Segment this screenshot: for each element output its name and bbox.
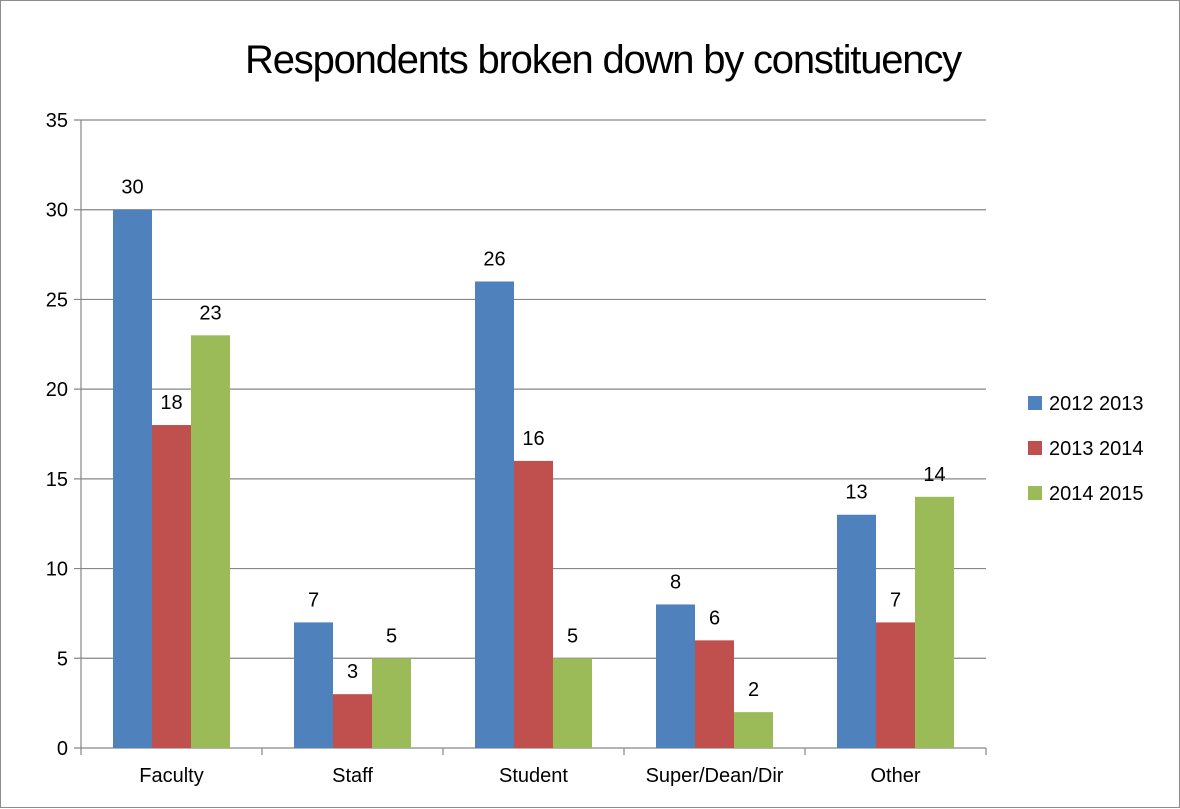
bar: [553, 658, 592, 748]
bar: [333, 694, 372, 748]
y-tick-label: 0: [57, 738, 68, 760]
bar: [656, 604, 695, 748]
data-label: 18: [160, 392, 182, 414]
bar: [695, 640, 734, 748]
bar: [191, 335, 230, 748]
data-label: 5: [386, 625, 397, 647]
x-tick-label: Super/Dean/Dir: [646, 765, 784, 787]
bar: [876, 622, 915, 748]
bar: [915, 496, 954, 748]
bars: [113, 209, 954, 748]
legend: 2012 2013 2013 2014 2014 2015: [1028, 393, 1144, 505]
y-tick-label: 5: [57, 648, 68, 670]
data-label: 13: [845, 482, 867, 504]
bar: [372, 658, 411, 748]
data-label: 5: [567, 625, 578, 647]
data-label: 23: [199, 302, 221, 324]
bar: [514, 460, 553, 748]
data-label: 3: [347, 661, 358, 683]
y-tick-label: 20: [46, 379, 68, 401]
data-labels: 30 7 26 8 13 18 3 16 6 7 23 5 5 2 14: [121, 177, 945, 701]
legend-swatch: [1028, 396, 1042, 410]
y-tick-label: 10: [46, 559, 68, 581]
legend-swatch: [1028, 441, 1042, 455]
x-axis: Faculty Staff Student Super/Dean/Dir Other: [74, 747, 987, 787]
data-label: 7: [308, 589, 319, 611]
data-label: 7: [890, 589, 901, 611]
y-axis: 0 5 10 15 20 25 30 35: [46, 110, 82, 760]
data-label: 16: [522, 428, 544, 450]
chart-title: Respondents broken down by constituency: [245, 38, 962, 82]
x-tick-label: Staff: [332, 765, 373, 787]
legend-swatch: [1028, 486, 1042, 500]
bar: [837, 514, 876, 748]
data-label: 30: [121, 177, 143, 199]
bar: [294, 622, 333, 748]
legend-label: 2012 2013: [1049, 393, 1144, 415]
y-tick-label: 25: [46, 289, 68, 311]
bar: [113, 209, 152, 748]
legend-label: 2014 2015: [1049, 483, 1144, 505]
y-tick-label: 30: [46, 200, 68, 222]
bar: [475, 281, 514, 748]
bar: [734, 712, 773, 748]
x-tick-label: Student: [499, 765, 568, 787]
data-label: 14: [923, 464, 945, 486]
y-tick-label: 35: [46, 110, 68, 132]
data-label: 8: [670, 571, 681, 593]
data-label: 6: [709, 607, 720, 629]
x-tick-label: Faculty: [139, 765, 203, 787]
bar: [152, 425, 191, 748]
data-label: 26: [483, 248, 505, 270]
data-label: 2: [748, 679, 759, 701]
x-tick-label: Other: [870, 765, 920, 787]
y-tick-label: 15: [46, 469, 68, 491]
legend-label: 2013 2014: [1049, 438, 1144, 460]
